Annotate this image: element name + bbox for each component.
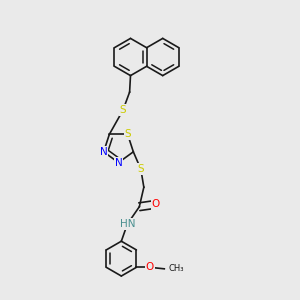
Text: S: S xyxy=(137,164,144,174)
Text: N: N xyxy=(100,147,107,157)
Text: S: S xyxy=(120,105,126,115)
Text: S: S xyxy=(124,129,131,140)
Text: O: O xyxy=(146,262,154,272)
Text: CH₃: CH₃ xyxy=(168,264,184,273)
Text: N: N xyxy=(115,158,122,168)
Text: O: O xyxy=(152,199,160,209)
Text: HN: HN xyxy=(120,219,135,229)
